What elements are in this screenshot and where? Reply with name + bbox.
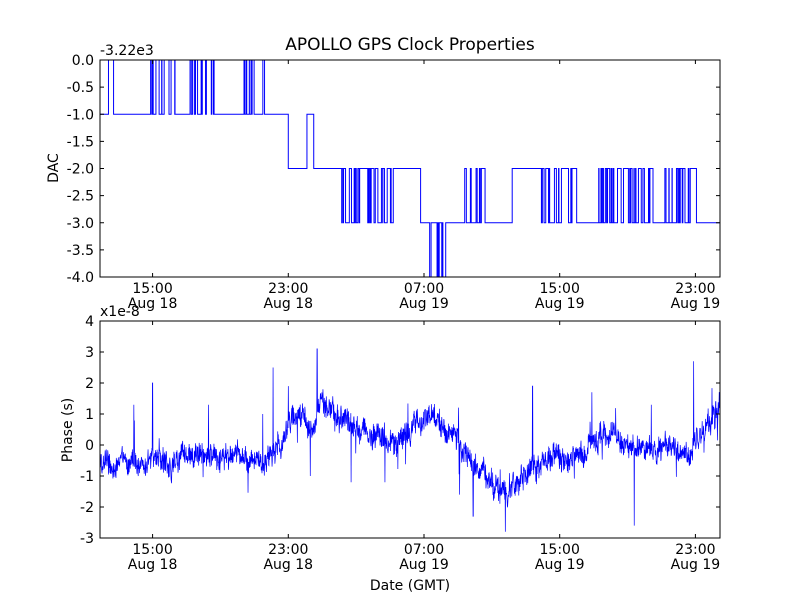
x-tick-date-label: Aug 19 <box>535 296 585 312</box>
phase-y-axis-label: Phase (s) <box>60 398 76 462</box>
y-tick-label: -2 <box>80 500 94 516</box>
y-tick-label: -3.5 <box>67 243 94 259</box>
phase-plot-frame <box>99 320 721 539</box>
x-tick-date-label: Aug 19 <box>671 296 721 312</box>
y-tick-label: -2.5 <box>67 189 94 205</box>
x-tick-date-label: Aug 19 <box>535 557 585 573</box>
x-tick-date-label: Aug 19 <box>399 557 449 573</box>
x-tick-time-label: 23:00 <box>675 542 715 558</box>
y-tick-label: -1 <box>80 469 94 485</box>
x-axis-label: Date (GMT) <box>370 578 450 594</box>
dac-y-axis-label: DAC <box>46 153 62 183</box>
x-tick-date-label: Aug 19 <box>671 557 721 573</box>
y-tick-label: -3.0 <box>67 216 94 232</box>
x-tick-date-label: Aug 18 <box>128 557 178 573</box>
y-tick-label: 3 <box>85 345 94 361</box>
x-tick-date-label: Aug 19 <box>399 296 449 312</box>
y-tick-label: -1.5 <box>67 134 94 150</box>
dac-y-ticks: 0.0 -0.5 -1.0 -1.5 -2.0 -2.5 -3.0 -3.5 -4.0 <box>67 53 720 286</box>
x-tick-time-label: 07:00 <box>404 542 444 558</box>
y-tick-label: 4 <box>85 314 94 330</box>
phase-y-ticks: 4 3 2 1 0 -1 -2 -3 <box>80 314 720 547</box>
x-tick-time-label: 15:00 <box>132 281 172 297</box>
x-tick-time-label: 15:00 <box>540 281 580 297</box>
y-tick-label: -2.0 <box>67 162 94 178</box>
y-tick-label: 2 <box>85 376 94 392</box>
x-tick-time-label: 15:00 <box>540 542 580 558</box>
y-tick-label: -1.0 <box>67 107 94 123</box>
y-tick-label: -0.5 <box>67 80 94 96</box>
x-tick-date-label: Aug 18 <box>263 557 313 573</box>
y-tick-label: -3 <box>80 531 94 547</box>
y-tick-label: -4.0 <box>67 270 94 286</box>
x-tick-time-label: 07:00 <box>404 281 444 297</box>
dac-offset-label: -3.22e3 <box>100 43 154 59</box>
y-tick-label: 1 <box>85 407 94 423</box>
x-tick-time-label: 23:00 <box>675 281 715 297</box>
dac-panel: 0.0 -0.5 -1.0 -1.5 -2.0 -2.5 -3.0 -3.5 -4.0 15:0… <box>46 43 721 312</box>
x-tick-date-label: Aug 18 <box>128 296 178 312</box>
x-tick-time-label: 15:00 <box>132 542 172 558</box>
x-tick-time-label: 23:00 <box>268 542 308 558</box>
dac-trace <box>100 59 720 278</box>
phase-offset-label: x1e-8 <box>100 304 140 320</box>
y-tick-label: 0 <box>85 438 94 454</box>
dac-plot-frame <box>99 59 721 278</box>
y-tick-label: 0.0 <box>72 53 94 69</box>
x-tick-time-label: 23:00 <box>268 281 308 297</box>
phase-trace <box>99 348 721 532</box>
x-tick-date-label: Aug 18 <box>263 296 313 312</box>
figure-title: APOLLO GPS Clock Properties <box>285 35 535 55</box>
